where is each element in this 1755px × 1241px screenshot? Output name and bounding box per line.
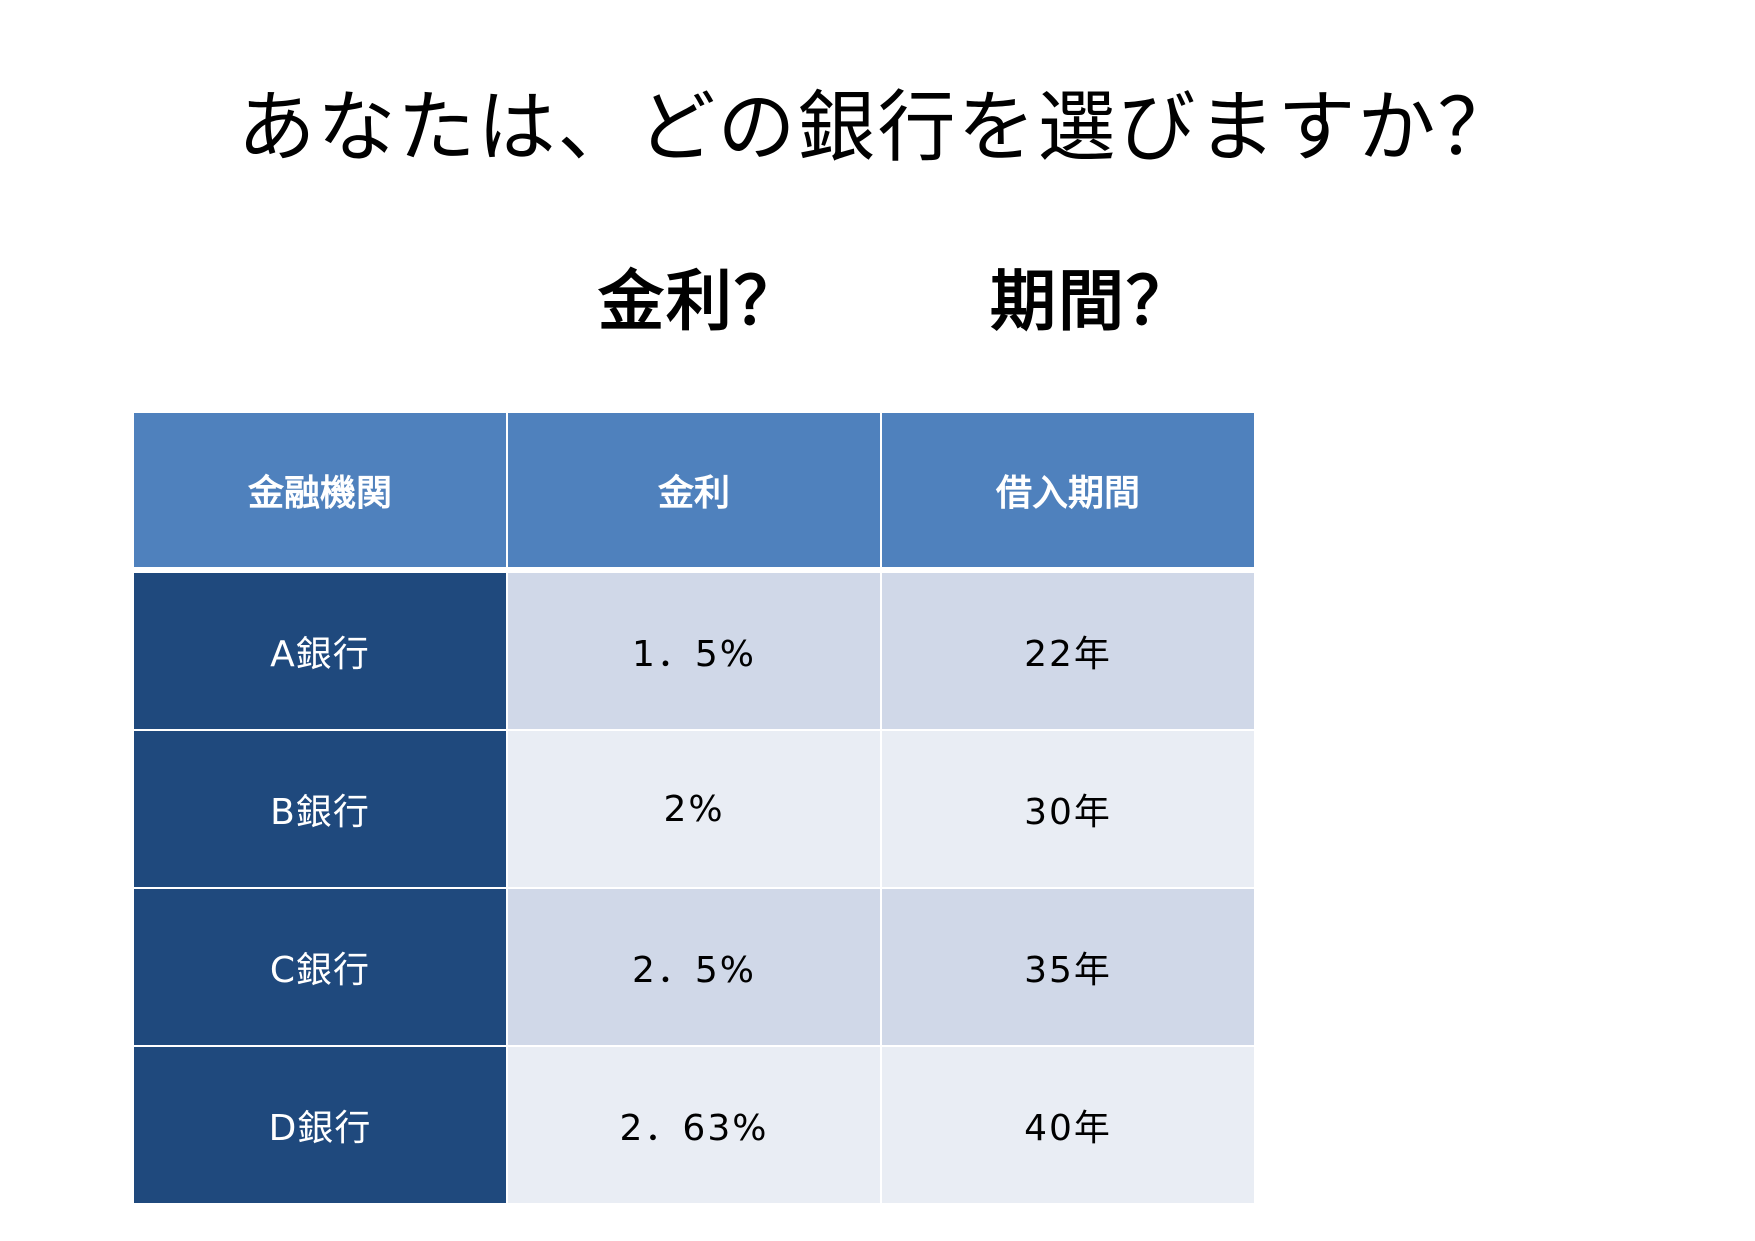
loan-period: 40年	[881, 1046, 1254, 1205]
interest-rate: 2%	[507, 730, 882, 889]
interest-question: 金利？	[598, 263, 802, 340]
loan-period: 30年	[881, 730, 1254, 889]
header-loan-period: 借入期間	[881, 413, 1254, 573]
interest-rate: 2．5%	[507, 888, 882, 1047]
bank-comparison-table: 金融機関 金利 借入期間 A銀行 1．5% 22年 B銀行 2% 30年 C銀行…	[134, 413, 1254, 1205]
bank-name: D銀行	[134, 1046, 508, 1205]
header-institution: 金融機関	[134, 413, 508, 573]
interest-rate: 2．63%	[507, 1046, 882, 1205]
table-row: A銀行 1．5% 22年	[134, 570, 1254, 731]
period-question: 期間？	[990, 263, 1194, 340]
bank-name: A銀行	[134, 570, 508, 731]
loan-period: 22年	[881, 570, 1254, 731]
slide-title: あなたは、どの銀行を選びますか？	[237, 83, 1518, 173]
header-interest-rate: 金利	[507, 413, 882, 573]
table-row: B銀行 2% 30年	[134, 730, 1254, 889]
interest-rate: 1．5%	[507, 570, 882, 731]
bank-name: B銀行	[134, 730, 508, 889]
table-header-row: 金融機関 金利 借入期間	[134, 413, 1254, 573]
bank-name: C銀行	[134, 888, 508, 1047]
table-row: C銀行 2．5% 35年	[134, 888, 1254, 1047]
table-row: D銀行 2．63% 40年	[134, 1046, 1254, 1205]
loan-period: 35年	[881, 888, 1254, 1047]
